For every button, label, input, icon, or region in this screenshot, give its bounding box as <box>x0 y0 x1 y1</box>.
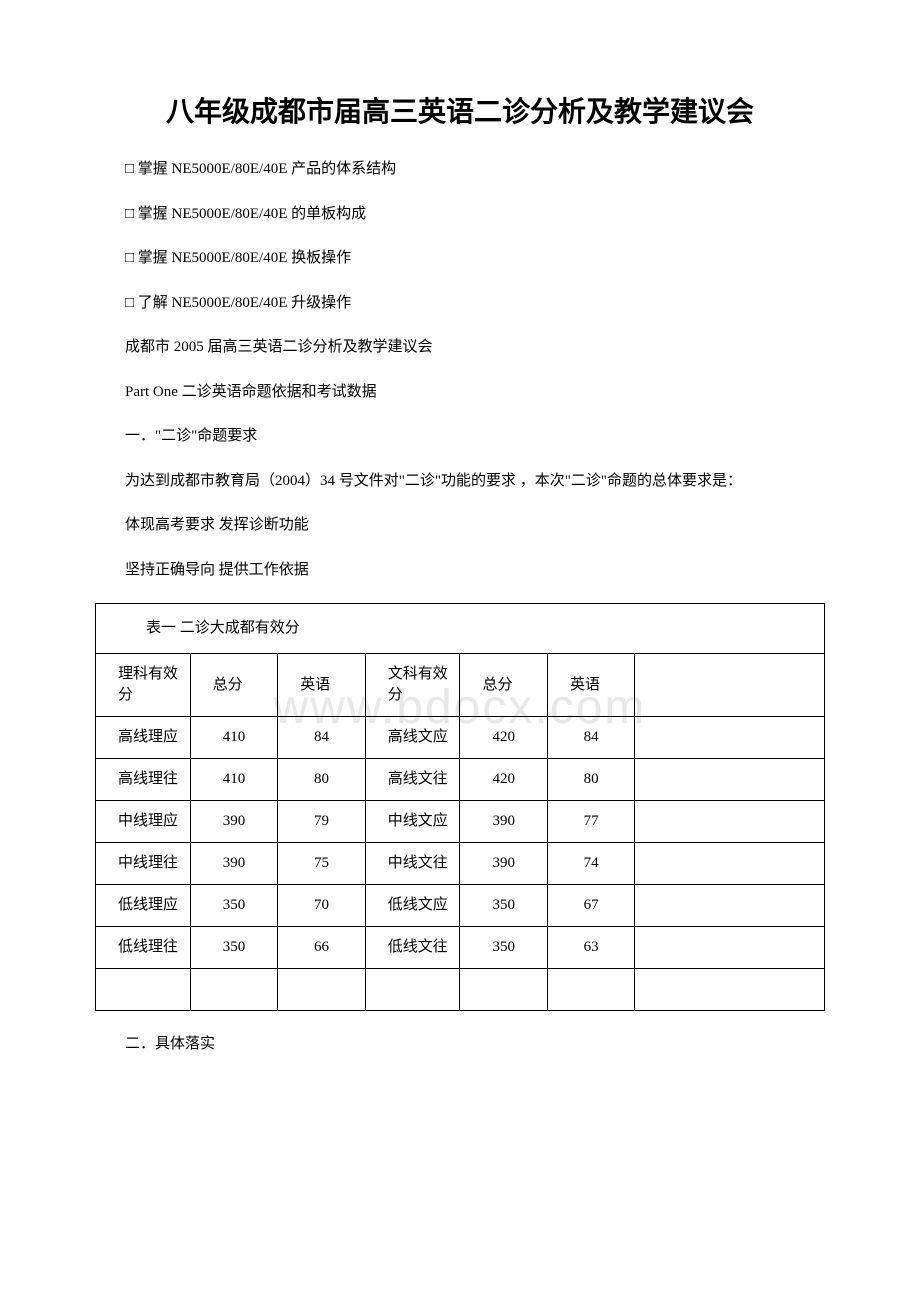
cell: 高线文往 <box>365 759 460 801</box>
cell <box>635 885 825 927</box>
cell: 中线理往 <box>96 843 191 885</box>
cell: 350 <box>190 885 277 927</box>
cell: 390 <box>190 843 277 885</box>
cell: 420 <box>460 717 547 759</box>
cell <box>635 969 825 1011</box>
cell <box>365 969 460 1011</box>
cell: 390 <box>460 801 547 843</box>
th-4: 总分 <box>460 654 547 717</box>
cell: 低线文应 <box>365 885 460 927</box>
cell: 390 <box>190 801 277 843</box>
cell: 410 <box>190 759 277 801</box>
table-row: 中线理往 390 75 中线文往 390 74 <box>96 843 825 885</box>
cell <box>190 969 277 1011</box>
cell: 75 <box>278 843 365 885</box>
table-row: 低线理应 350 70 低线文应 350 67 <box>96 885 825 927</box>
line-req-intro: 为达到成都市教育局（2004）34 号文件对"二诊"功能的要求 ，本次"二诊"命… <box>95 470 825 493</box>
cell: 84 <box>278 717 365 759</box>
table-row: 高线理往 410 80 高线文往 420 80 <box>96 759 825 801</box>
cell: 高线文应 <box>365 717 460 759</box>
cell <box>278 969 365 1011</box>
cell: 84 <box>547 717 634 759</box>
bullet-1: □ 掌握 NE5000E/80E/40E 产品的体系结构 <box>95 158 825 181</box>
cell <box>635 717 825 759</box>
cell: 80 <box>278 759 365 801</box>
footer-line: 二．具体落实 <box>95 1033 825 1056</box>
cell: 中线理应 <box>96 801 191 843</box>
cell: 80 <box>547 759 634 801</box>
cell: 79 <box>278 801 365 843</box>
cell: 350 <box>460 885 547 927</box>
line-partone: Part One 二诊英语命题依据和考试数据 <box>95 381 825 404</box>
th-1: 总分 <box>190 654 277 717</box>
cell: 中线文往 <box>365 843 460 885</box>
cell <box>635 927 825 969</box>
cell: 70 <box>278 885 365 927</box>
table-header-row: 理科有效分 总分 英语 文科有效分 总分 英语 <box>96 654 825 717</box>
line-req-b: 坚持正确导向 提供工作依据 <box>95 559 825 582</box>
cell: 低线理往 <box>96 927 191 969</box>
page-title: 八年级成都市届高三英语二诊分析及教学建议会 <box>95 90 825 130</box>
cell <box>460 969 547 1011</box>
cell: 77 <box>547 801 634 843</box>
cell: 410 <box>190 717 277 759</box>
line-section1: 一．"二诊"命题要求 <box>95 425 825 448</box>
cell <box>96 969 191 1011</box>
cell: 中线文应 <box>365 801 460 843</box>
table-row: 中线理应 390 79 中线文应 390 77 <box>96 801 825 843</box>
cell: 高线理往 <box>96 759 191 801</box>
th-0: 理科有效分 <box>96 654 191 717</box>
cell: 420 <box>460 759 547 801</box>
cell <box>635 801 825 843</box>
cell: 74 <box>547 843 634 885</box>
th-6 <box>635 654 825 717</box>
cell <box>635 843 825 885</box>
cell <box>547 969 634 1011</box>
cell: 低线文往 <box>365 927 460 969</box>
cell: 67 <box>547 885 634 927</box>
table-row-empty <box>96 969 825 1011</box>
table-caption-row: 表一 二诊大成都有效分 <box>96 604 825 654</box>
bullet-4: □ 了解 NE5000E/80E/40E 升级操作 <box>95 292 825 315</box>
th-3: 文科有效分 <box>365 654 460 717</box>
bullet-2: □ 掌握 NE5000E/80E/40E 的单板构成 <box>95 203 825 226</box>
cell: 低线理应 <box>96 885 191 927</box>
table-row: 高线理应 410 84 高线文应 420 84 <box>96 717 825 759</box>
cell: 390 <box>460 843 547 885</box>
line-meeting: 成都市 2005 届高三英语二诊分析及教学建议会 <box>95 336 825 359</box>
cell: 63 <box>547 927 634 969</box>
table-row: 低线理往 350 66 低线文往 350 63 <box>96 927 825 969</box>
table-caption: 表一 二诊大成都有效分 <box>96 604 825 654</box>
cell: 350 <box>190 927 277 969</box>
cell: 66 <box>278 927 365 969</box>
bullet-3: □ 掌握 NE5000E/80E/40E 换板操作 <box>95 247 825 270</box>
line-req-a: 体现高考要求 发挥诊断功能 <box>95 514 825 537</box>
cell: 高线理应 <box>96 717 191 759</box>
cell <box>635 759 825 801</box>
th-5: 英语 <box>547 654 634 717</box>
th-2: 英语 <box>278 654 365 717</box>
cell: 350 <box>460 927 547 969</box>
score-table: 表一 二诊大成都有效分 理科有效分 总分 英语 文科有效分 总分 英语 高线理应… <box>95 603 825 1011</box>
